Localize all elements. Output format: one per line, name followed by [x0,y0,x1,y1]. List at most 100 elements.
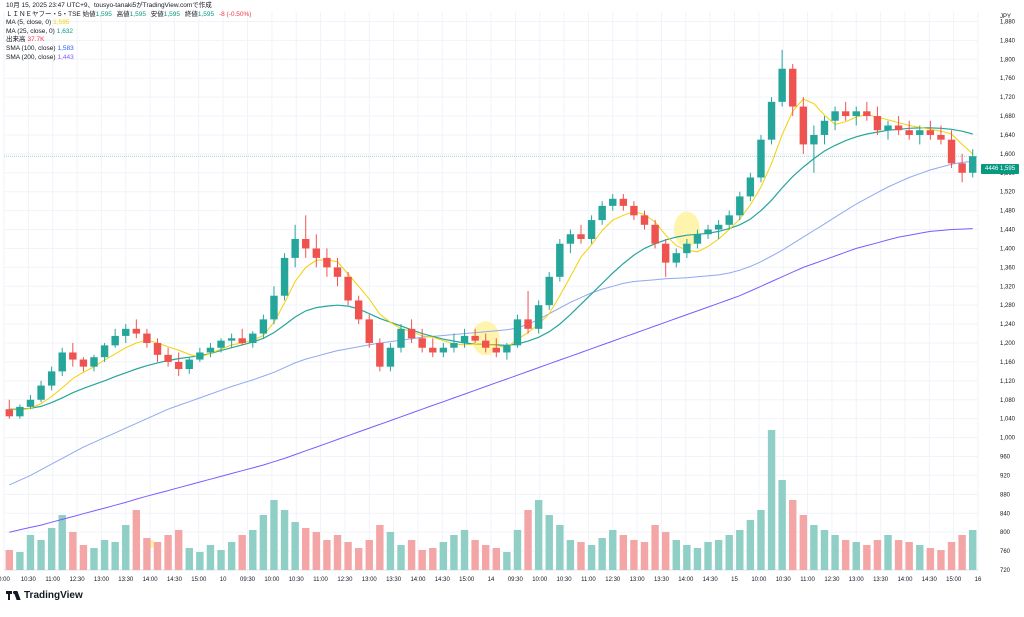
candle-body [630,205,638,216]
volume-bar [376,525,384,570]
volume-bar [143,538,151,570]
indicator-ma5[interactable]: MA (5, close, 0) 1,595 [6,19,251,28]
volume-bar [863,545,871,570]
x-tick-label: 13:00 [362,577,378,583]
volume-bar [354,548,363,570]
x-tick-label: 16 [975,577,982,583]
x-tick-label: 14:00 [143,577,159,583]
candle-body [556,243,564,277]
candle-body [238,338,246,344]
indicator-label: SMA (200, close) [6,53,56,61]
volume-bar [746,520,755,570]
volume-bar [69,532,77,570]
volume-bar [206,545,215,570]
x-tick-label: 09:30 [240,577,256,583]
volume-bar [439,542,448,570]
candle-body [725,215,733,225]
volume-bar [323,540,331,570]
volume-bar [789,500,797,570]
volume-bar [471,540,479,570]
y-tick-label: 1,360 [1000,265,1016,271]
volume-bar [672,540,680,570]
volume-bar [5,550,13,570]
volume-bar [291,522,299,570]
candle-body [79,359,88,367]
candle-body [661,243,670,263]
volume-bar [661,532,670,570]
volume-bar [545,515,553,570]
candle-body [217,340,225,348]
x-tick-label: 12:30 [824,577,840,583]
candle-body [365,319,373,344]
y-tick-label: 720 [1000,568,1011,574]
ohlc-high-key: 高値 [116,10,130,18]
candle-body [947,139,956,164]
volume-bar [841,540,850,570]
candle-body [873,116,882,131]
tradingview-icon [6,591,21,600]
volume-bar [90,548,98,570]
candle-body [534,305,543,329]
candle-body [143,333,151,344]
candle-body [90,357,98,367]
volume-bar [767,430,776,570]
candle-body [598,205,606,221]
volume-bar [270,500,278,570]
currency-label: JPY [1000,14,1012,20]
y-tick-label: 1,280 [1000,303,1016,309]
volume-bar [111,542,119,570]
brand-name: TradingView [24,590,83,601]
volume-bar [407,540,416,570]
price-tag-value: 1,595 [1000,166,1016,172]
indicator-sma200[interactable]: SMA (200, close) 1,443 [6,54,251,63]
candle-body [926,130,935,135]
candle-body [100,345,109,358]
volume-bar [47,528,56,570]
volume-bar [429,548,437,570]
indicator-sma100[interactable]: SMA (100, close) 1,583 [6,45,251,54]
candle-body [894,125,903,131]
candle-body [302,238,310,249]
candle-body [577,234,585,239]
x-tick-label: 0:00 [0,577,10,583]
volume-bar [725,535,733,570]
ohlc-high: 1,595 [129,10,146,18]
symbol-name: ＬＩＮＥヤフー・5・TSE [6,10,81,18]
x-tick-label: 11:00 [800,577,815,583]
candle-body [820,120,829,135]
candle-body [153,343,162,355]
candle-body [789,68,797,107]
x-tick-label: 12:30 [605,577,621,583]
candle-body [270,295,278,320]
volume-bar [810,525,818,570]
candle-body [26,399,35,407]
candle-body [831,111,839,121]
volume-bar [312,532,321,570]
x-tick-label: 13:30 [386,577,402,583]
candle-body [69,352,77,360]
volume-bar [609,530,617,570]
y-tick-label: 880 [1000,492,1011,498]
volume-bar [249,530,257,570]
y-tick-label: 1,600 [1000,152,1016,158]
candle-body [16,406,24,417]
volume-bar [894,540,903,570]
y-tick-label: 1,720 [1000,95,1016,101]
candle-body [704,229,712,235]
x-tick-label: 14:00 [678,577,694,583]
indicator-ma25[interactable]: MA (25, close, 0) 1,632 [6,28,251,37]
tradingview-logo[interactable]: TradingView [6,590,83,601]
candle-body [524,319,532,329]
x-tick-label: 13:30 [118,577,134,583]
candle-body [587,220,596,239]
y-tick-label: 1,800 [1000,57,1016,63]
candle-body [545,276,553,306]
indicator-volume[interactable]: 出来高 37.7K [6,36,251,45]
candle-body [746,177,755,197]
x-tick-label: 11:00 [581,577,596,583]
candle-body [672,253,680,263]
ohlc-low-key: 安値 [150,10,164,18]
x-tick-label: 11:00 [313,577,328,583]
